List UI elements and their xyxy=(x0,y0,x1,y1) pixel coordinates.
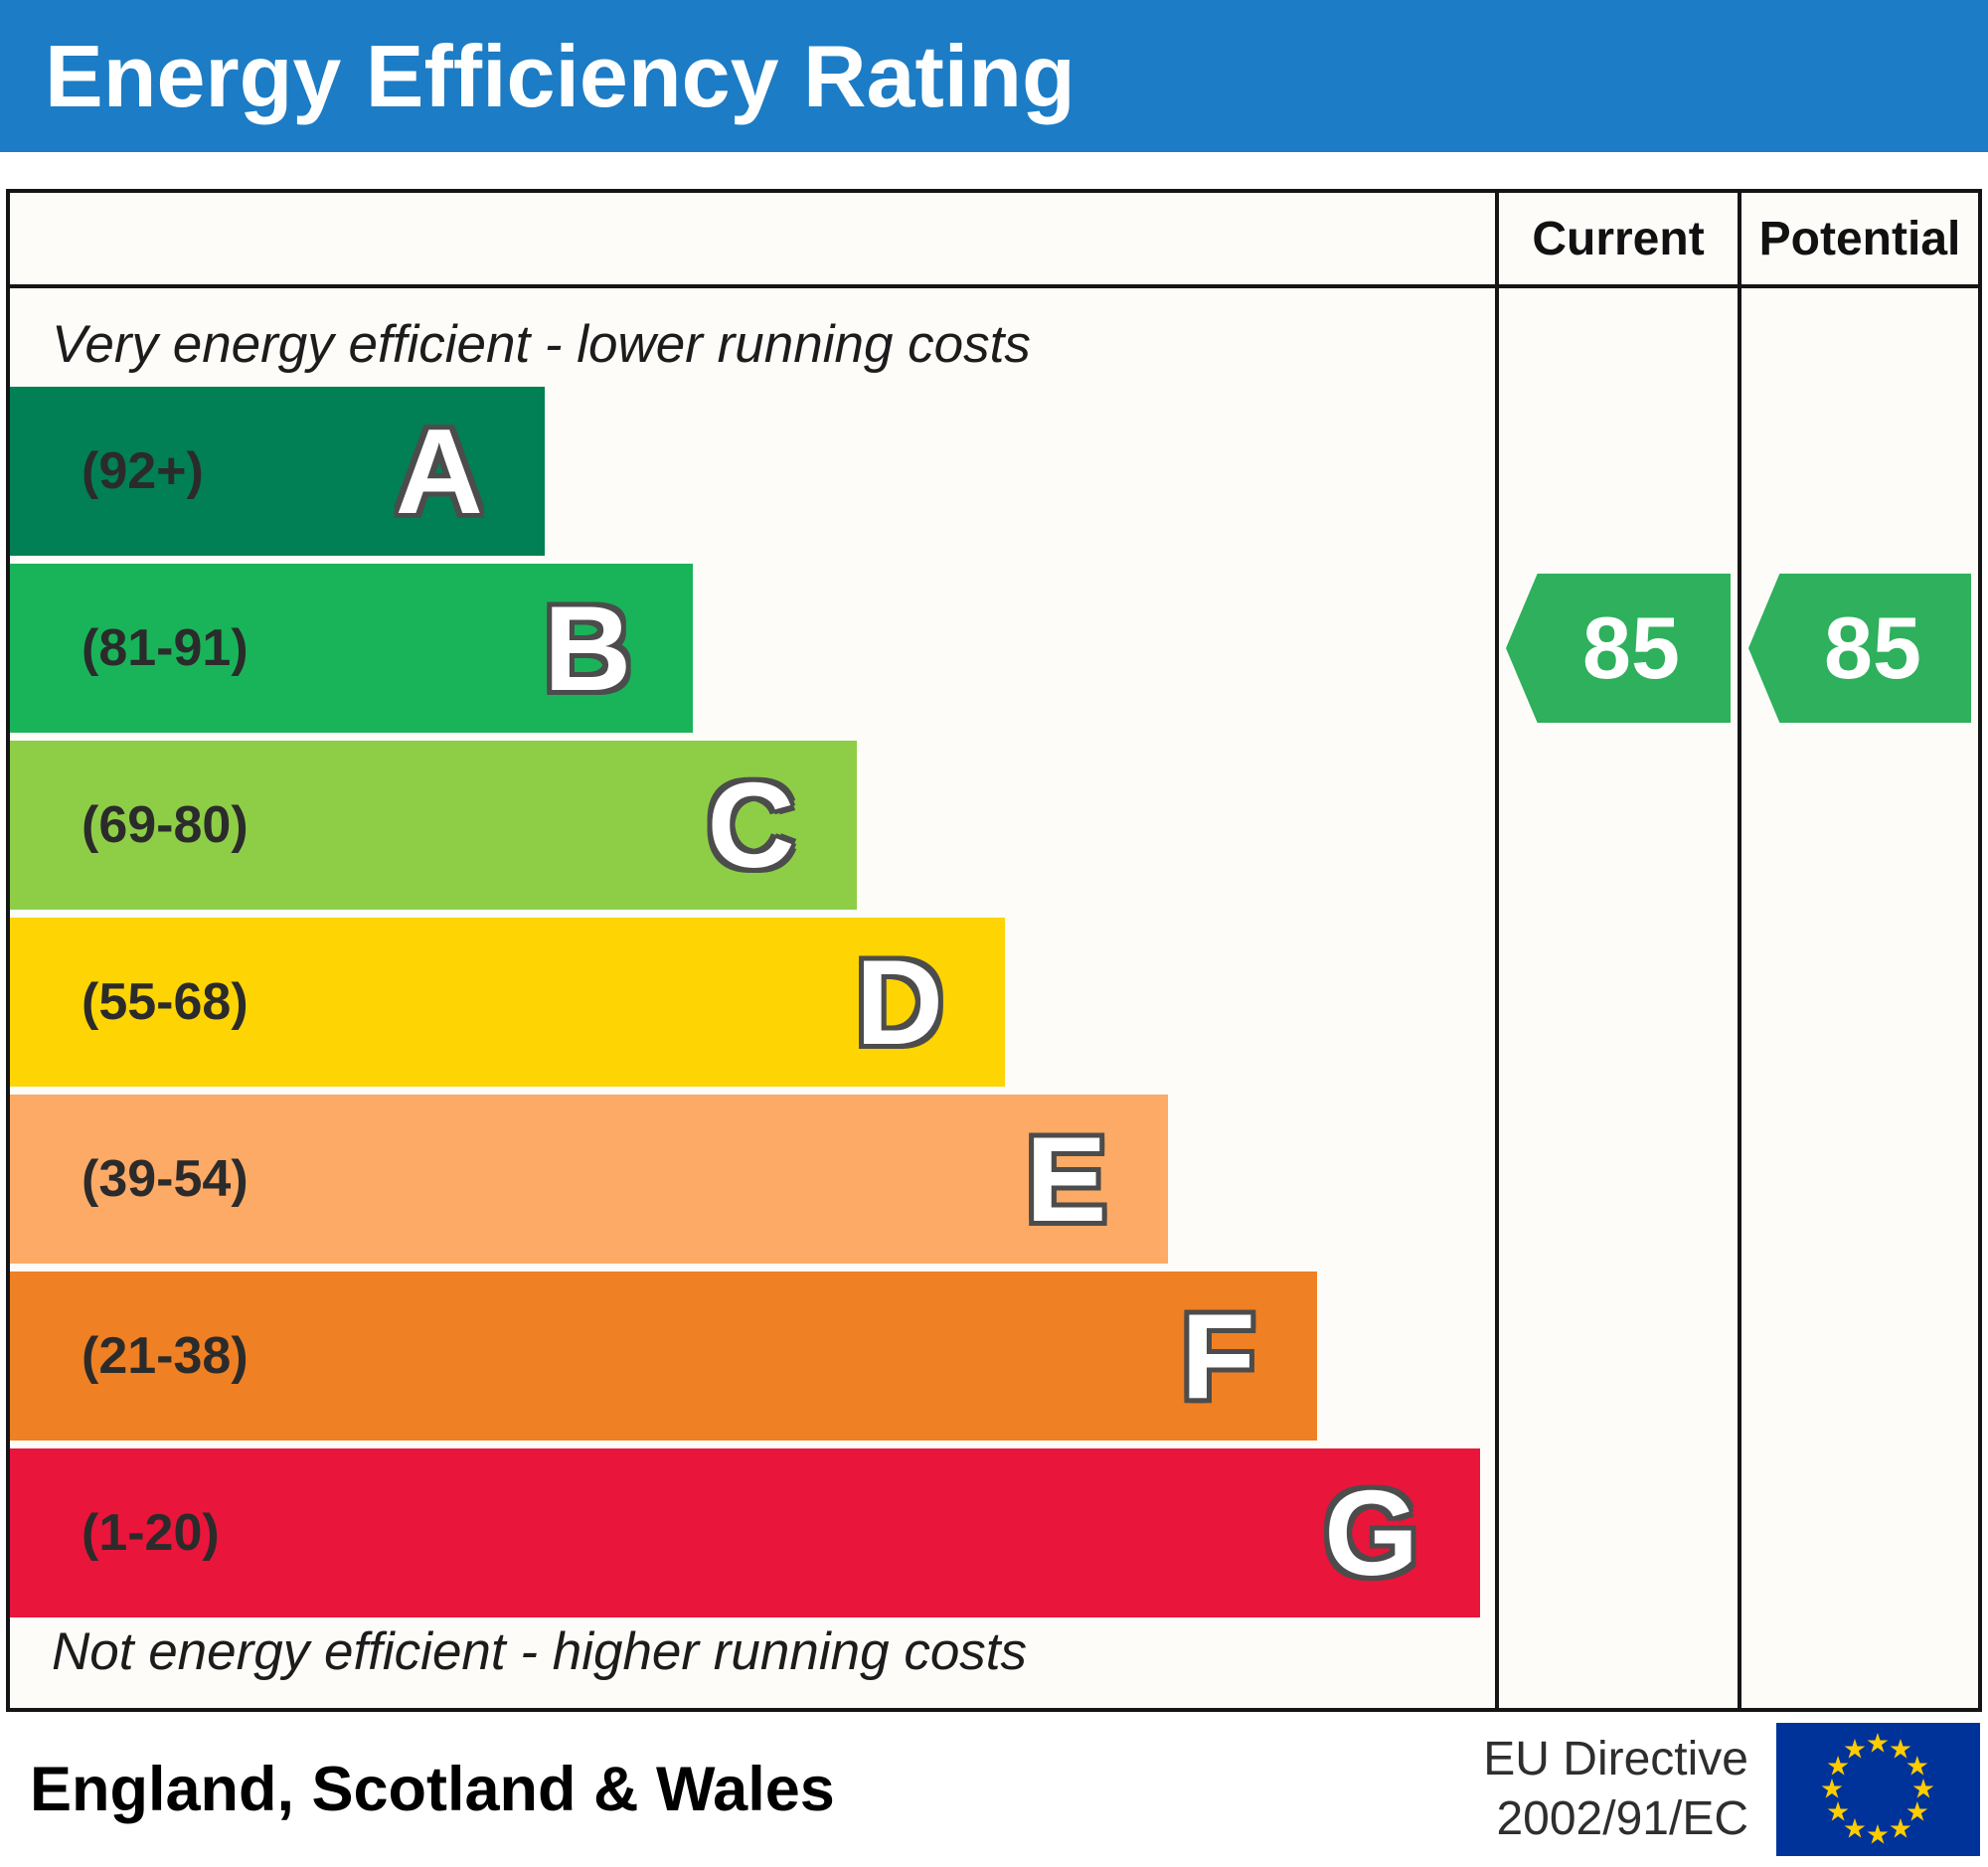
band-letter: E xyxy=(1025,1111,1107,1247)
eu-flag-star-icon: ★ xyxy=(1905,1751,1929,1782)
current-column-header: Current xyxy=(1532,212,1705,265)
band-letter: F xyxy=(1181,1288,1255,1424)
current-rating-value: 85 xyxy=(1582,598,1680,697)
eu-flag-star-icon: ★ xyxy=(1826,1796,1851,1827)
band-list: (92+) A (81-91) B (69-80) C (55-68) D xyxy=(10,387,1495,1617)
band-range-label: (81-91) xyxy=(82,619,248,677)
bottom-note: Not energy efficient - higher running co… xyxy=(52,1622,1028,1681)
potential-column-header: Potential xyxy=(1758,212,1961,265)
eu-flag-star-icon: ★ xyxy=(1819,1774,1845,1804)
bands-area: Very energy efficient - lower running co… xyxy=(10,288,1495,1708)
current-column: 85 xyxy=(1495,288,1738,1708)
band-range-label: (92+) xyxy=(82,442,204,500)
band-letter: D xyxy=(855,934,943,1070)
eu-directive-line1: EU Directive xyxy=(1483,1733,1748,1785)
band-row-g: (1-20) G xyxy=(10,1448,1481,1617)
current-rating-arrow: 85 xyxy=(1506,574,1731,723)
rating-table: Current Potential Very energy efficient … xyxy=(6,189,1982,1712)
header-spacer xyxy=(10,193,1495,284)
band-letter: C xyxy=(707,758,795,893)
band-row-f: (21-38) F xyxy=(10,1272,1317,1441)
band-range-label: (69-80) xyxy=(82,796,248,854)
band-letter: A xyxy=(395,404,483,539)
eu-flag-star-icon: ★ xyxy=(1865,1728,1891,1759)
region-label: England, Scotland & Wales xyxy=(30,1755,835,1824)
table-body: Very energy efficient - lower running co… xyxy=(10,288,1978,1708)
eu-flag-star-icon: ★ xyxy=(1842,1813,1868,1844)
page-title: Energy Efficiency Rating xyxy=(45,26,1076,125)
eu-flag-star-icon: ★ xyxy=(1888,1734,1913,1765)
band-range-label: (55-68) xyxy=(82,973,248,1031)
potential-rating-arrow: 85 xyxy=(1748,574,1971,723)
top-note: Very energy efficient - lower running co… xyxy=(52,315,1031,374)
eu-flag-star-icon: ★ xyxy=(1910,1774,1936,1804)
band-range-label: (1-20) xyxy=(82,1504,220,1562)
eu-flag: ★ ★ ★ ★ ★ ★ ★ ★ ★ ★ ★ ★ xyxy=(1776,1723,1980,1856)
table-header-row: Current Potential xyxy=(10,193,1978,288)
current-column-header-cell: Current xyxy=(1495,193,1738,284)
footer: England, Scotland & Wales EU Directive 2… xyxy=(0,1712,1988,1867)
eu-flag-star-icon: ★ xyxy=(1888,1813,1913,1844)
potential-column: 85 xyxy=(1738,288,1978,1708)
band-row-a: (92+) A xyxy=(10,387,545,556)
band-row-b: (81-91) B xyxy=(10,564,694,733)
eu-directive-line2: 2002/91/EC xyxy=(1496,1792,1748,1845)
eu-flag-star-icon: ★ xyxy=(1905,1796,1929,1827)
band-letter: G xyxy=(1324,1465,1419,1601)
band-range-label: (39-54) xyxy=(82,1150,248,1208)
eu-directive-label: EU Directive 2002/91/EC xyxy=(1483,1730,1748,1849)
eu-flag-star-icon: ★ xyxy=(1865,1819,1891,1850)
band-row-c: (69-80) C xyxy=(10,741,857,910)
potential-rating-value: 85 xyxy=(1824,598,1921,697)
title-bar: Energy Efficiency Rating xyxy=(0,0,1988,152)
potential-column-header-cell: Potential xyxy=(1738,193,1978,284)
band-letter: B xyxy=(544,581,632,716)
band-range-label: (21-38) xyxy=(82,1327,248,1385)
eu-flag-star-icon: ★ xyxy=(1842,1734,1868,1765)
band-row-e: (39-54) E xyxy=(10,1095,1169,1264)
band-row-d: (55-68) D xyxy=(10,918,1005,1087)
eu-flag-star-icon: ★ xyxy=(1826,1751,1851,1782)
